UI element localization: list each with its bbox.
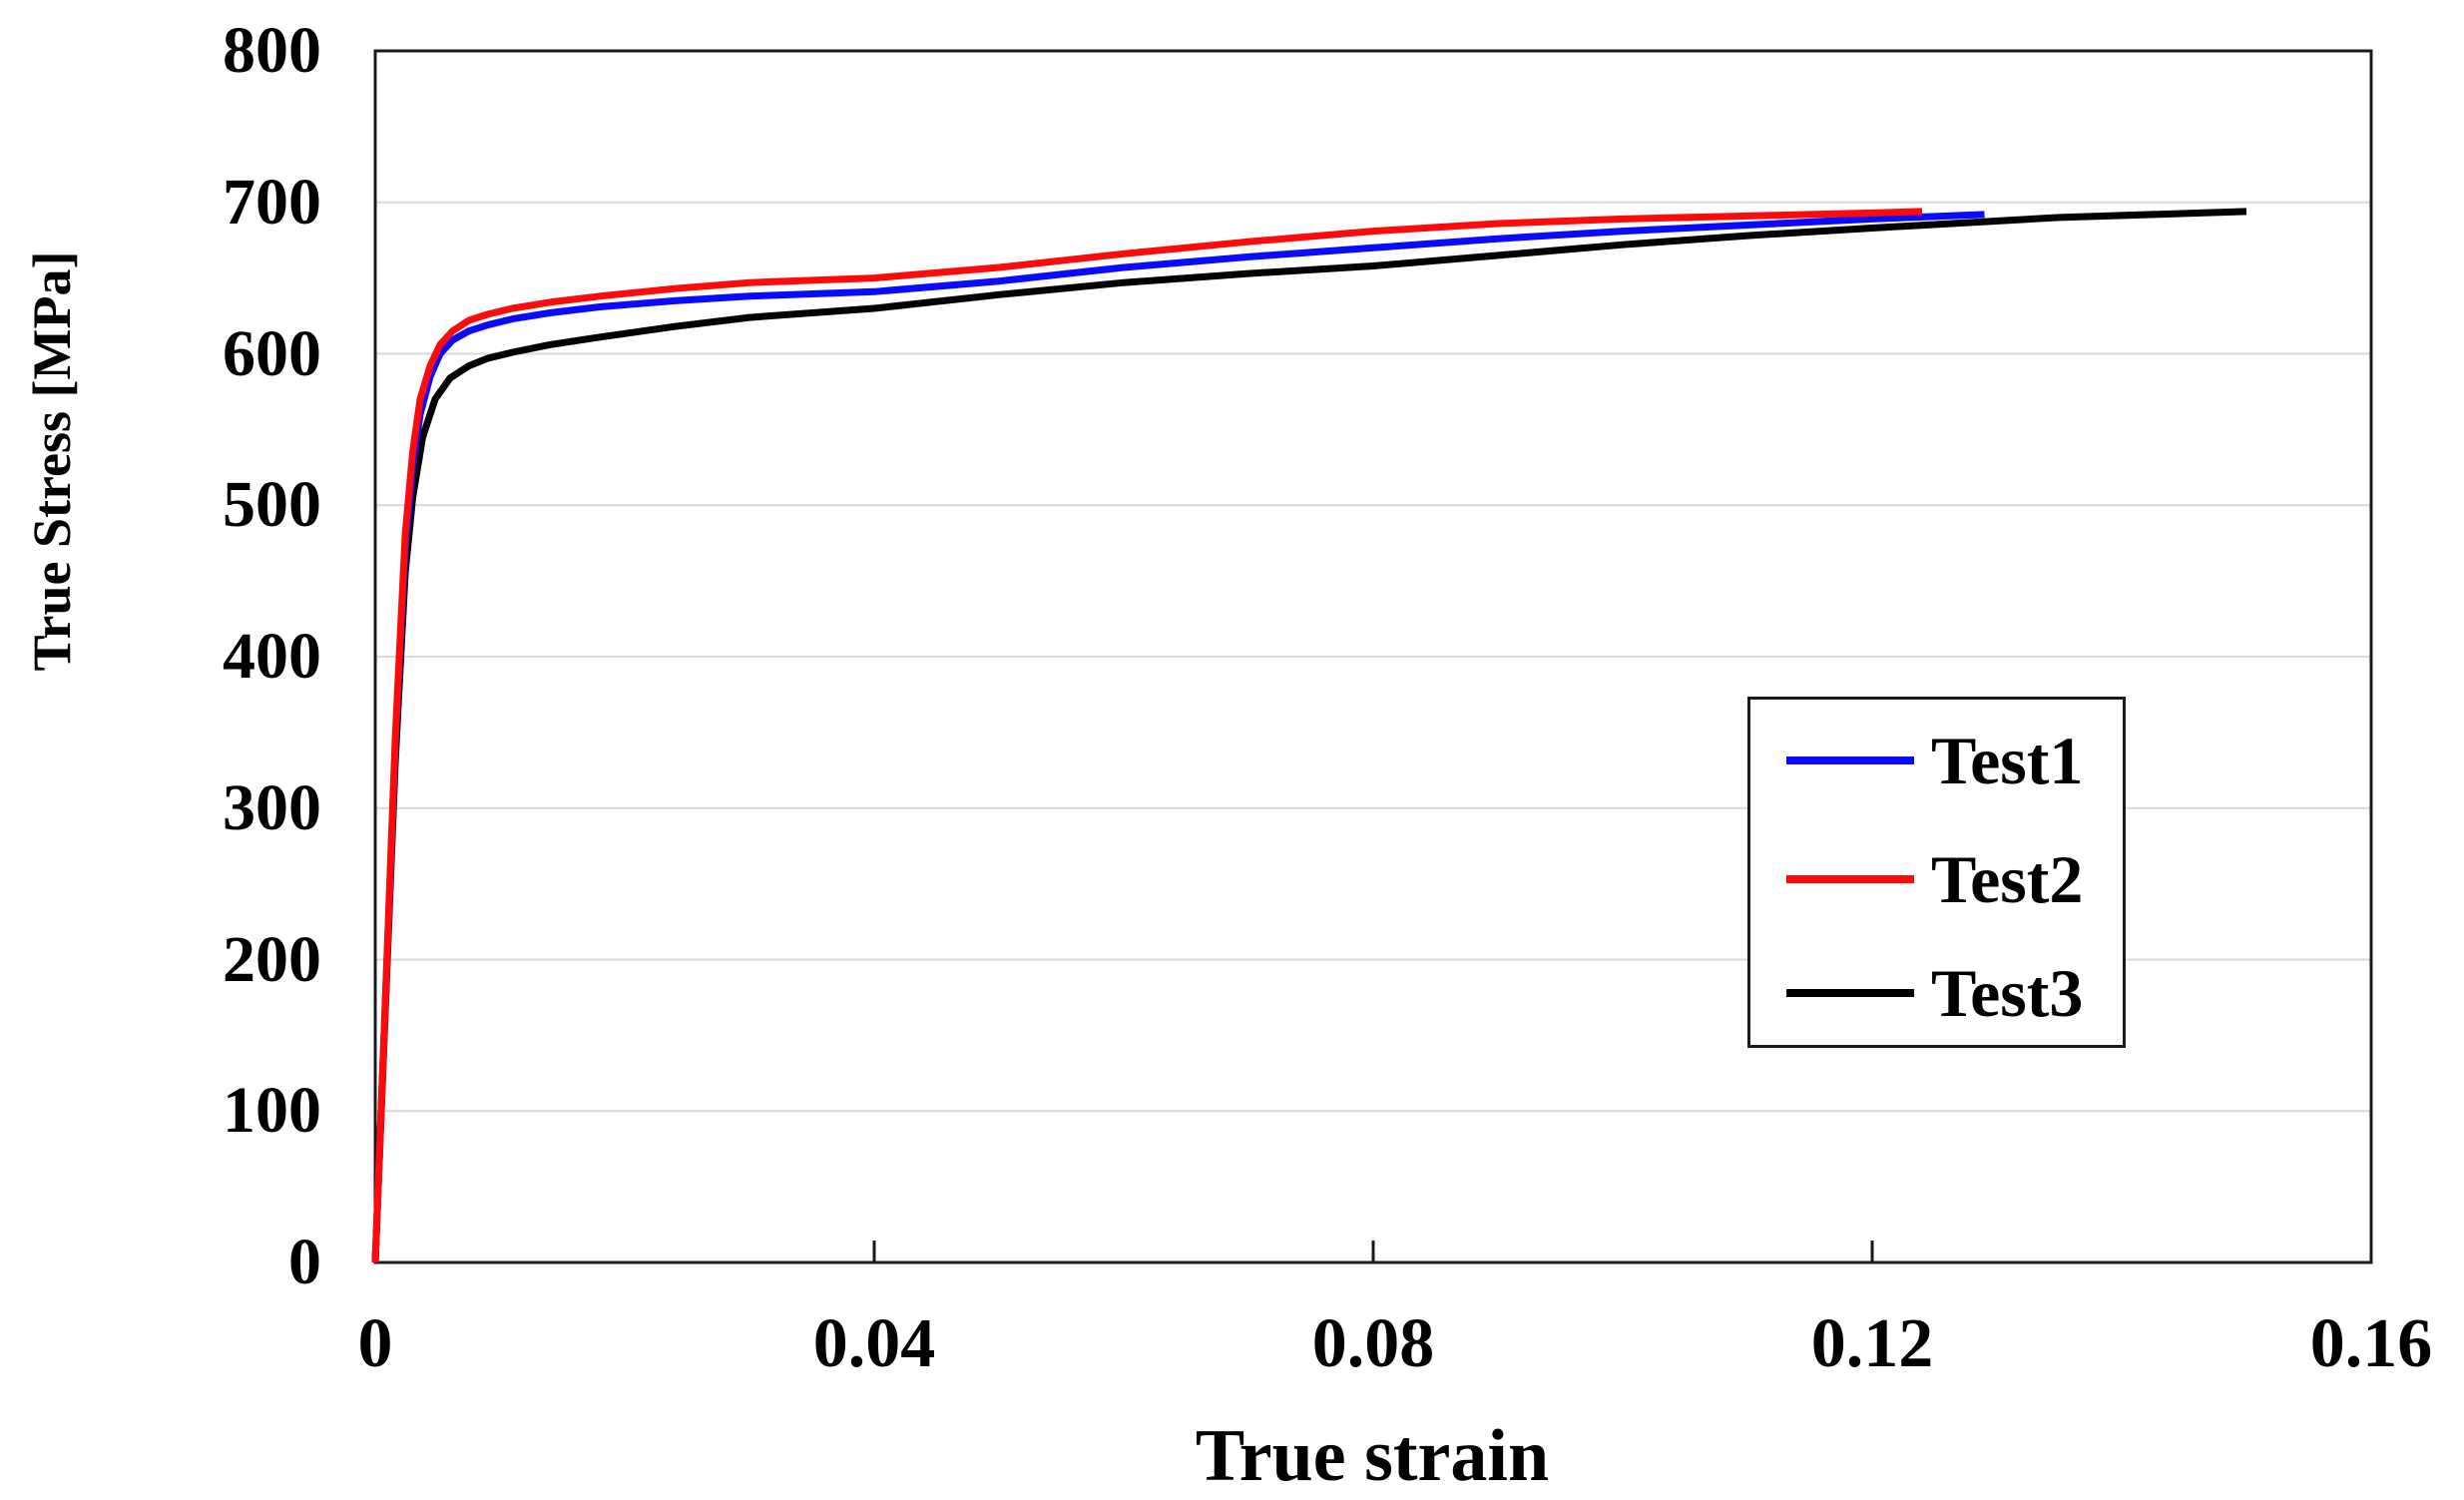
y-tick-label-500: 500 xyxy=(223,468,321,542)
y-tick-label-600: 600 xyxy=(223,316,321,390)
y-tick-label-200: 200 xyxy=(223,922,321,996)
legend-swatch-test1 xyxy=(1786,756,1914,764)
legend-item-test2: Test2 xyxy=(1750,844,2123,914)
y-tick-label-100: 100 xyxy=(223,1074,321,1148)
series-line-test1 xyxy=(371,211,1985,1263)
legend-swatch-test2 xyxy=(1786,875,1914,883)
x-tick-label-0.16: 0.16 xyxy=(2309,1305,2433,1382)
y-tick-label-300: 300 xyxy=(223,770,321,844)
legend-label-test1: Test1 xyxy=(1931,723,2084,798)
legend: Test1 Test2 Test3 xyxy=(1747,697,2126,1048)
legend-swatch-test3 xyxy=(1786,989,1914,997)
y-tick-label-800: 800 xyxy=(223,14,321,87)
x-tick-label-0: 0 xyxy=(357,1305,393,1382)
y-axis-title-text: True Stress [MPa] xyxy=(22,250,82,672)
y-tick-label-700: 700 xyxy=(223,165,321,239)
x-tick-label-0.12: 0.12 xyxy=(1810,1305,1934,1382)
x-axis-title: True strain xyxy=(1195,1415,1550,1497)
series-line-test2 xyxy=(371,208,1923,1263)
x-tick-label-0.08: 0.08 xyxy=(1311,1305,1435,1382)
legend-label-test2: Test2 xyxy=(1931,841,2084,917)
y-tick-label-0: 0 xyxy=(288,1226,321,1298)
y-tick-label-400: 400 xyxy=(223,620,321,693)
legend-item-test3: Test3 xyxy=(1750,958,2123,1028)
legend-label-test3: Test3 xyxy=(1931,955,2084,1031)
legend-item-test1: Test1 xyxy=(1750,726,2123,795)
x-tick-label-0.04: 0.04 xyxy=(812,1305,936,1382)
